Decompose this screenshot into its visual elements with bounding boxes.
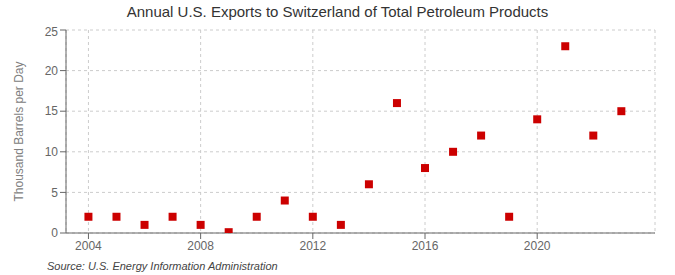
svg-text:15: 15: [45, 104, 59, 118]
svg-text:2004: 2004: [75, 239, 102, 253]
svg-text:2016: 2016: [412, 239, 439, 253]
svg-text:5: 5: [51, 186, 58, 200]
svg-text:0: 0: [51, 226, 58, 240]
html-text:Annual U.S. Exports to Switzer: Annual U.S. Exports to Switzerland of To…: [126, 3, 549, 20]
svg-text:2012: 2012: [299, 239, 326, 253]
svg-text:20: 20: [45, 64, 59, 78]
svg-text:25: 25: [45, 25, 59, 39]
svg-text:Thousand Barrels per Day: Thousand Barrels per Day: [12, 61, 26, 201]
svg-text:2020: 2020: [524, 239, 551, 253]
html-text:Source: U.S. Energy Informatio: Source: U.S. Energy Information Administ…: [47, 260, 278, 272]
svg-text:10: 10: [45, 145, 59, 159]
svg-text:2008: 2008: [187, 239, 214, 253]
